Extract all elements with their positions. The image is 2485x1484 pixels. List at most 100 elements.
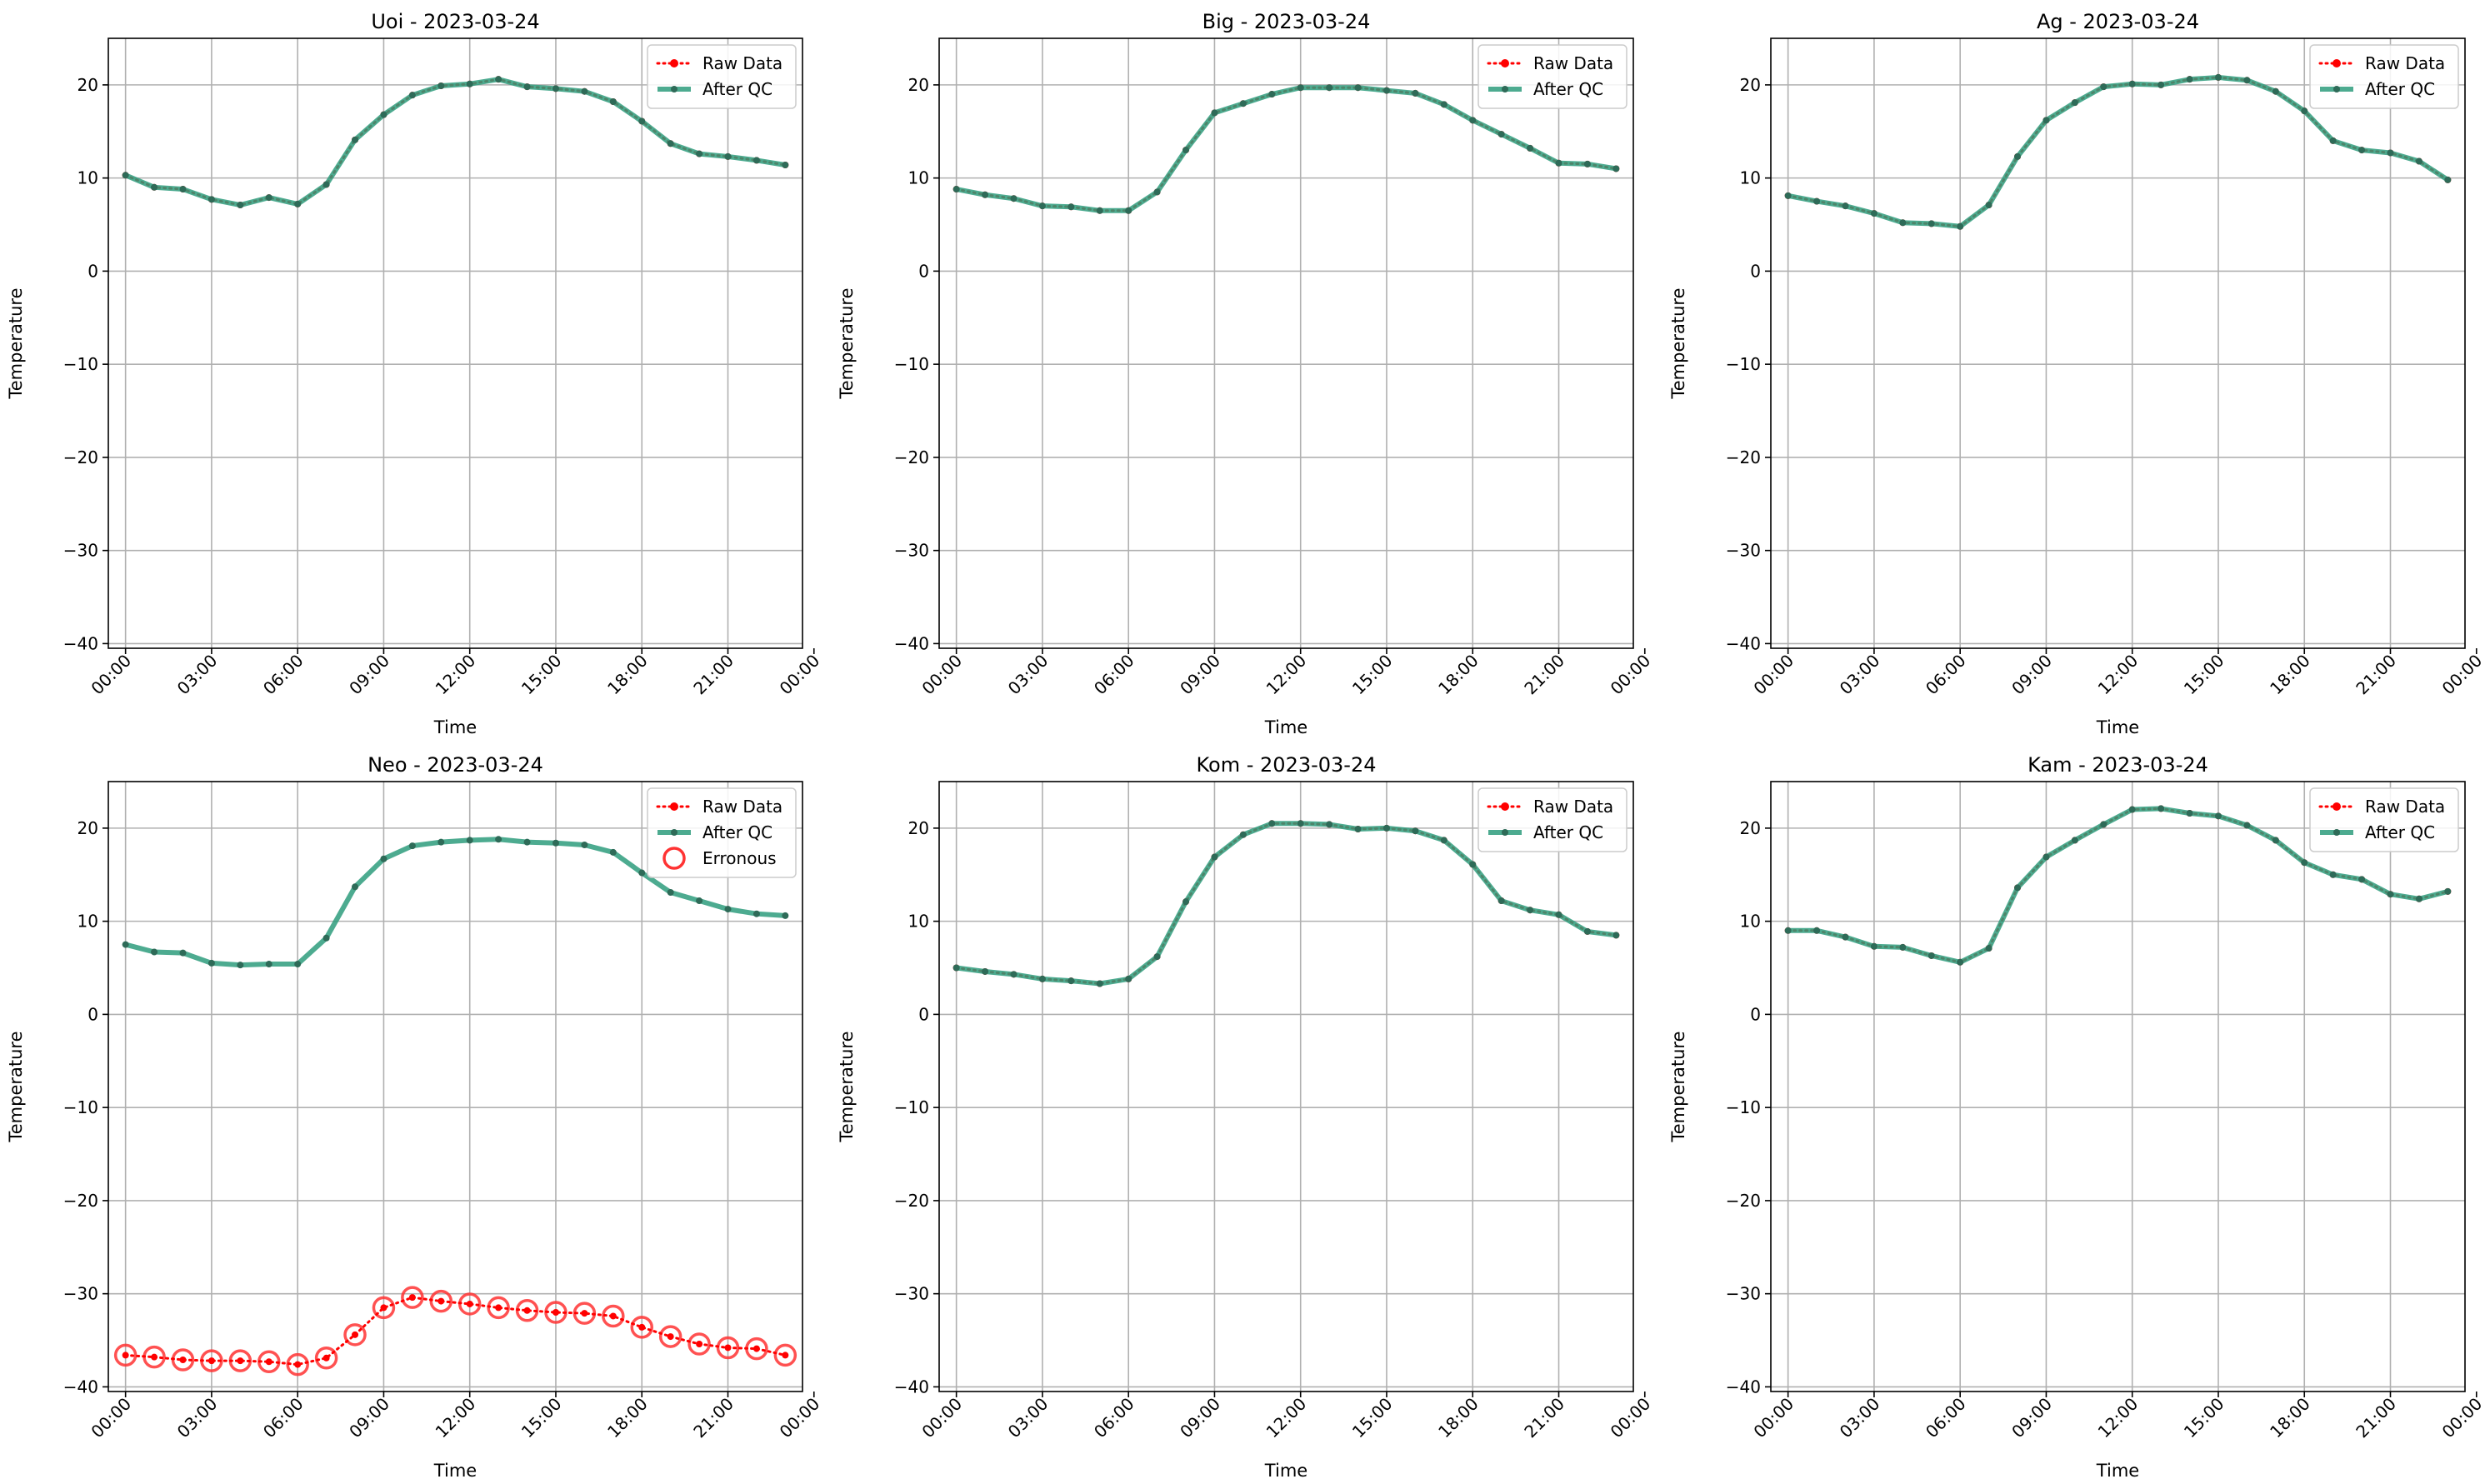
after-qc-point [667,888,674,896]
after-qc-point [1068,977,1075,985]
x-tick-label: 00:00 [2438,1394,2485,1442]
y-tick-label: 10 [1740,168,1761,188]
raw-data-point [151,1353,158,1361]
after-qc-point [1211,853,1218,861]
after-qc-point [2100,821,2108,828]
x-axis-label: Time [433,1461,477,1481]
raw-data-point [179,1357,187,1364]
after-qc-point [495,76,502,83]
x-tick-label: 03:00 [1004,1394,1052,1442]
after-qc-point [2128,80,2136,87]
chart-panel-4: −40 −30 −20 −10 0 10 20 00:00 03:00 06:00 09:00 12:… [6,753,823,1481]
x-axis-label: Time [1264,717,1308,737]
after-qc-point [2014,152,2022,160]
after-qc-point [2272,837,2279,844]
after-qc-point [1842,202,1849,210]
legend: Raw Data After QC [2309,787,2459,852]
after-qc-point [2186,76,2193,83]
after-qc-point [523,838,531,846]
legend-qc-marker [671,86,678,92]
raw-data-point [667,1333,674,1341]
after-qc-point [1412,827,1419,835]
y-tick-label: −10 [63,354,98,374]
chart-panel-1: −40 −30 −20 −10 0 10 20 00:00 03:00 06:00 09:00 12:… [6,10,823,737]
after-qc-point [1784,192,1792,199]
legend-entry-label: Raw Data [2365,797,2445,817]
after-qc-point [2243,822,2251,829]
x-tick-label: 00:00 [776,651,824,699]
y-tick-label: 20 [78,818,98,838]
x-tick-label: 06:00 [1922,1394,1970,1442]
after-qc-point [724,906,732,913]
chart-panel-2: −40 −30 −20 −10 0 10 20 00:00 03:00 06:00 09:00 12:… [837,10,1654,737]
after-qc-point [2186,809,2193,817]
x-tick-label: 12:00 [1262,651,1311,699]
y-tick-label: −10 [1726,1097,1761,1117]
after-qc-line [956,85,1617,213]
erroneous-marker [630,1316,653,1339]
x-tick-label: 09:00 [2008,651,2056,699]
axes-frame [108,37,803,649]
y-tick-label: −40 [894,633,929,653]
after-qc-point [1440,101,1448,108]
after-qc-point [1527,144,1534,152]
x-tick-label: 21:00 [689,651,738,699]
x-tick-label: 03:00 [1836,1394,1884,1442]
after-qc-point [667,140,674,147]
y-tick-label: −40 [1726,633,1761,653]
raw-data-point [466,1300,473,1307]
after-qc-point [2301,107,2308,115]
after-qc-point [237,202,244,209]
x-tick-label: 12:00 [2094,1394,2142,1442]
after-qc-point [1382,87,1390,94]
y-tick-label: −40 [63,633,98,653]
after-qc-point [2014,884,2022,892]
raw-data-point [408,1294,416,1302]
after-qc-point [1928,952,1935,959]
after-qc-point [1870,210,1878,217]
x-tick-label: 09:00 [1176,1394,1224,1442]
x-tick-label: 12:00 [432,651,480,699]
after-qc-point [495,836,502,843]
after-qc-point [638,117,646,125]
y-tick-label: 20 [78,75,98,95]
legend-entry-label: Raw Data [1533,797,1613,817]
x-tick-label: 18:00 [603,1394,652,1442]
after-qc-point [1985,202,1992,209]
x-tick-label: 09:00 [2008,1394,2056,1442]
chart-title: Ag - 2023-03-24 [2037,10,2199,33]
raw-data-point [724,1344,732,1352]
y-tick-label: −30 [63,541,98,561]
after-qc-point [752,910,760,917]
legend: Raw Data After QC Erronous [647,787,797,878]
legend-raw-marker [2332,802,2341,811]
x-tick-label: 06:00 [1090,1394,1138,1442]
after-qc-point [1068,203,1075,211]
after-qc-point [1182,898,1190,906]
after-qc-point [1096,980,1103,987]
after-qc-point [151,183,158,191]
x-tick-label: 18:00 [603,651,652,699]
after-qc-point [1957,222,1964,230]
after-qc-point [952,186,960,193]
after-qc-point [2158,81,2165,88]
legend-entry-label: After QC [1533,79,1603,99]
after-qc-point [1555,159,1562,167]
after-qc-point [952,964,960,972]
x-tick-label: 09:00 [1176,651,1224,699]
after-qc-point [1469,861,1477,868]
after-qc-point [179,186,187,193]
after-qc-point [208,959,215,967]
after-qc-point [1813,927,1821,934]
chart-title: Neo - 2023-03-24 [368,753,543,777]
y-tick-label: 10 [908,912,929,932]
after-qc-point [2329,137,2337,144]
legend: Raw Data After QC [2309,44,2459,109]
y-axis-label: Temperature [1668,287,1688,399]
after-qc-point [1870,942,1878,950]
legend-entry-label: Raw Data [702,53,782,73]
after-qc-point [552,839,559,847]
x-tick-label: 15:00 [2180,1394,2228,1442]
after-qc-point [2387,149,2394,157]
y-tick-label: 10 [78,168,98,188]
